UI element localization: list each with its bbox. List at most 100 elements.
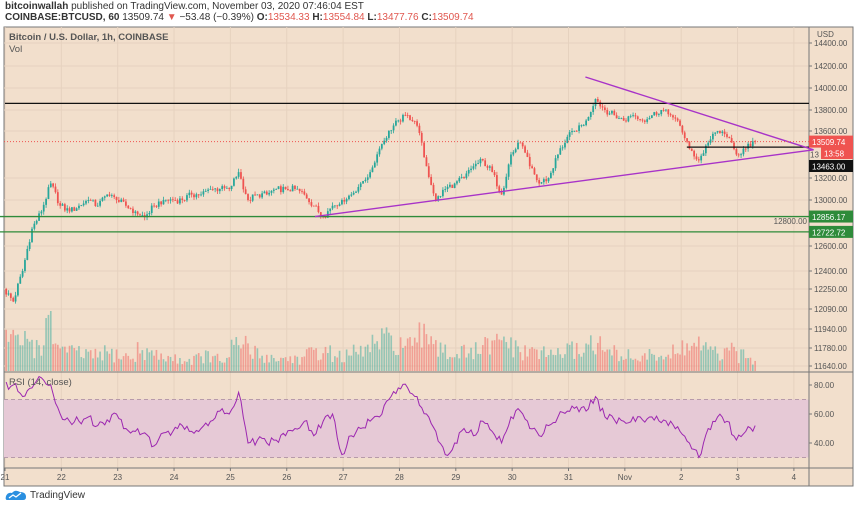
candle-body (329, 208, 332, 212)
candle-body (451, 184, 454, 189)
candle-body (82, 203, 85, 206)
candle-body (413, 121, 416, 122)
volume-bar (472, 359, 475, 371)
candle-body (434, 193, 437, 200)
time-tick-label: 4 (792, 473, 797, 482)
candle-body (709, 139, 712, 143)
candle-body (432, 184, 435, 194)
candle-body (611, 110, 613, 114)
author[interactable]: bitcoinwallah (5, 1, 69, 12)
volume-bar (432, 344, 435, 371)
candle-body (620, 117, 623, 119)
tradingview-logo[interactable]: TradingView (5, 489, 85, 501)
candle-body (641, 119, 644, 121)
volume-bar (599, 336, 602, 371)
volume-bar (707, 349, 710, 371)
volume-bar (435, 340, 437, 371)
volume-bar (608, 349, 611, 371)
volume-bar (308, 347, 310, 371)
volume-bar (531, 347, 533, 371)
candle-body (47, 187, 50, 199)
volume-bar (620, 356, 623, 371)
volume-bar (78, 346, 80, 371)
volume-bar (108, 353, 111, 371)
candle-body (467, 169, 470, 174)
candle-body (305, 194, 308, 199)
candle-body (399, 120, 402, 122)
volume-bar (303, 356, 306, 371)
candle-body (129, 208, 132, 210)
candle-body (73, 207, 76, 211)
candle-body (481, 158, 484, 161)
time-tick-label: 27 (339, 473, 348, 482)
candle-body (89, 200, 92, 201)
volume-bar (24, 330, 26, 371)
candle-body (183, 200, 186, 201)
volume-bar (498, 339, 501, 371)
volume-bar (237, 345, 240, 371)
candle-body (578, 125, 580, 131)
candle-body (99, 200, 101, 206)
volume-bar (80, 357, 83, 371)
candle-body (674, 117, 677, 119)
candle-body (359, 183, 362, 188)
volume-bar (122, 356, 125, 371)
candle-body (127, 205, 130, 209)
volume-bar (479, 354, 482, 371)
candle-body (258, 194, 261, 198)
candle-body (655, 112, 658, 115)
volume-bar (21, 345, 24, 371)
volume-bar (165, 361, 167, 371)
candle-body (712, 133, 714, 140)
volume-bar (146, 348, 148, 371)
candle-body (521, 142, 524, 147)
volume-bar (449, 356, 451, 371)
candle-body (730, 138, 733, 143)
candle-body (270, 190, 273, 193)
candle-body (737, 154, 740, 156)
volume-bar (418, 322, 421, 371)
volume-bar (118, 358, 120, 371)
volume-bar (186, 361, 188, 371)
volume-bar (388, 332, 390, 371)
volume-bar (658, 357, 660, 371)
volume-bar (101, 360, 104, 371)
candle-body (40, 211, 43, 214)
candle-body (747, 143, 750, 149)
volume-bar (153, 355, 155, 371)
candle-body (688, 141, 691, 149)
descending-trendline (585, 76, 814, 151)
candle-body (723, 131, 726, 135)
volume-bar (456, 354, 458, 371)
volume-bar (139, 353, 141, 371)
high-value: 13554.84 (322, 12, 365, 23)
rsi-tick-label: 40.00 (814, 439, 835, 448)
volume-bar (737, 363, 740, 371)
volume-bar (371, 334, 374, 371)
volume-bar (634, 358, 637, 371)
volume-bar (73, 348, 76, 371)
candle-body (402, 114, 404, 122)
support-2-badge-text: 12722.72 (812, 228, 846, 237)
candle-body (531, 166, 533, 169)
low-label: L: (367, 12, 377, 23)
candle-body (179, 198, 181, 204)
candle-body (690, 148, 693, 151)
candle-body (294, 185, 296, 189)
candle-body (477, 163, 479, 165)
volume-bar (52, 344, 54, 371)
volume-bar (228, 357, 231, 371)
volume-bar (681, 340, 684, 371)
volume-bar (585, 343, 587, 371)
candle-body (437, 196, 440, 200)
time-tick-label: 24 (170, 473, 179, 482)
volume-bar (667, 354, 670, 371)
time-tick-label: 21 (1, 473, 10, 482)
candle-body (233, 178, 235, 186)
candle-body (331, 205, 334, 209)
volume-bar (533, 348, 536, 371)
volume-bar (10, 334, 12, 371)
volume-bar (744, 358, 747, 371)
candle-body (449, 184, 451, 187)
